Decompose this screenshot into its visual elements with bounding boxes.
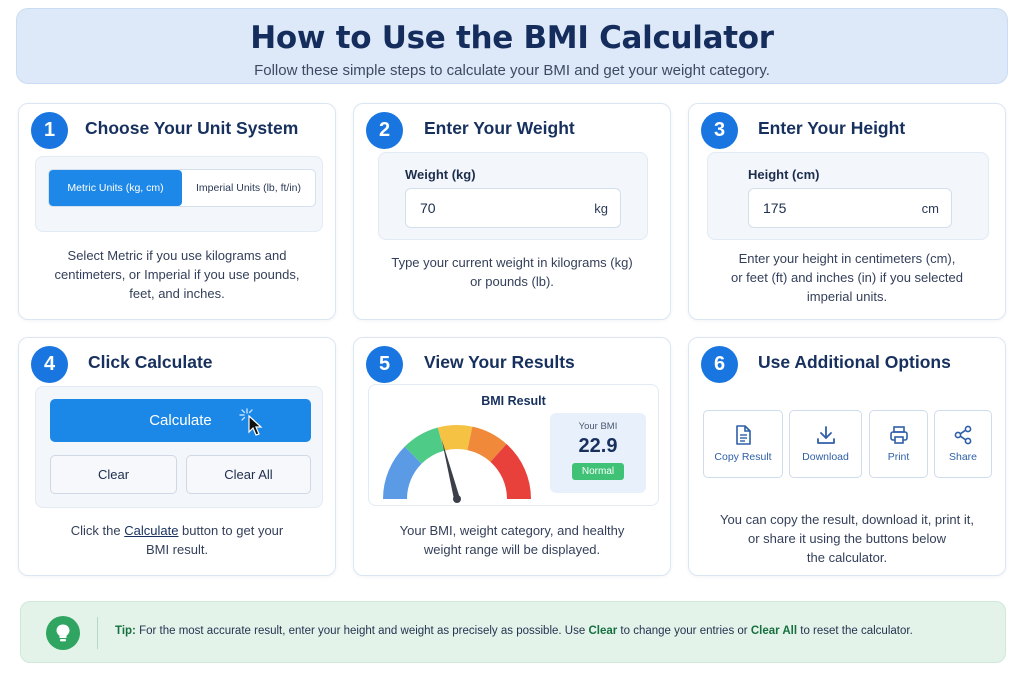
bmi-result-title: BMI Result [481, 394, 546, 408]
tip-banner: Tip: For the most accurate result, enter… [20, 601, 1006, 663]
step-title-3: Enter Your Height [758, 118, 906, 138]
step-title-4: Click Calculate [88, 352, 213, 372]
step-title-1: Choose Your Unit System [85, 118, 299, 138]
step-card-1: 1 Choose Your Unit System Metric Units (… [18, 103, 336, 320]
step-description-4: Click the Calculate button to get your B… [70, 523, 284, 557]
page-subtitle: Follow these simple steps to calculate y… [254, 62, 770, 79]
height-value: 175 [763, 200, 787, 216]
cursor-icon [239, 408, 263, 436]
bmi-gauge [383, 425, 531, 503]
download-button[interactable]: Download [789, 410, 862, 478]
page-header: How to Use the BMI Calculator Follow the… [16, 8, 1008, 84]
height-label: Height (cm) [748, 167, 820, 182]
step-number-3: 3 [701, 112, 738, 149]
calculate-panel: Calculate Clear Clear All [35, 386, 323, 508]
step-description-6: You can copy the result, download it, pr… [720, 512, 974, 565]
step-card-2: 2 Enter Your Weight Weight (kg) 70 kg Ty… [353, 103, 671, 320]
unit-toggle: Metric Units (kg, cm) Imperial Units (lb… [48, 169, 316, 207]
print-button[interactable]: Print [869, 410, 928, 478]
tip-text: Tip: For the most accurate result, enter… [115, 625, 913, 637]
download-icon [816, 426, 835, 444]
metric-units-button[interactable]: Metric Units (kg, cm) [49, 170, 182, 206]
share-label: Share [948, 451, 978, 463]
gauge-segment-green [404, 427, 445, 464]
printer-icon [889, 426, 908, 444]
step-description-3: Enter your height in centimeters (cm), o… [731, 251, 963, 304]
clear-all-button[interactable]: Clear All [186, 455, 311, 494]
your-bmi-label: Your BMI [578, 421, 618, 432]
tip-divider [97, 617, 98, 649]
step-description-1: Select Metric if you use kilograms and c… [54, 248, 300, 301]
step-description-2: Type your current weight in kilograms (k… [391, 255, 633, 289]
print-label: Print [887, 451, 910, 463]
bmi-category-badge: Normal [571, 463, 625, 480]
document-icon [736, 425, 751, 445]
weight-value: 70 [420, 200, 436, 216]
copy-result-label: Copy Result [714, 451, 772, 463]
height-unit: cm [921, 200, 939, 216]
calculate-button[interactable]: Calculate [50, 399, 311, 442]
imperial-units-button[interactable]: Imperial Units (lb, ft/in) [195, 182, 302, 194]
gauge-needle [441, 438, 460, 500]
gauge-segment-yellow [437, 425, 473, 451]
copy-result-button[interactable]: Copy Result [703, 410, 783, 478]
step-description-5: Your BMI, weight category, and healthy w… [399, 523, 625, 557]
bmi-value-box: Your BMI 22.9 Normal [550, 413, 646, 493]
page-title: How to Use the BMI Calculator [250, 20, 774, 56]
step-title-5: View Your Results [424, 352, 575, 372]
step-number-6: 6 [701, 346, 738, 383]
calculate-link[interactable]: Calculate [124, 523, 179, 538]
weight-input[interactable]: 70 kg [405, 188, 621, 228]
gauge-segment-orange [467, 426, 507, 462]
download-label: Download [802, 451, 849, 463]
step-number-2: 2 [366, 112, 403, 149]
bmi-result-panel: BMI Result Your BMI 22.9 Normal [368, 384, 659, 506]
step-number-4: 4 [31, 346, 68, 383]
share-icon [954, 425, 972, 445]
unit-selector-panel: Metric Units (kg, cm) Imperial Units (lb… [35, 156, 323, 232]
clear-button[interactable]: Clear [50, 455, 177, 494]
weight-unit: kg [594, 200, 608, 216]
step-title-6: Use Additional Options [758, 352, 951, 372]
height-input[interactable]: 175 cm [748, 188, 952, 228]
gauge-segment-red [490, 444, 531, 499]
weight-panel: Weight (kg) 70 kg [378, 152, 648, 240]
step-card-3: 3 Enter Your Height Height (cm) 175 cm E… [688, 103, 1006, 320]
lightbulb-icon [46, 616, 80, 650]
height-panel: Height (cm) 175 cm [707, 152, 989, 240]
gauge-segment-blue [383, 446, 422, 499]
share-button[interactable]: Share [934, 410, 992, 478]
step-number-1: 1 [31, 112, 68, 149]
gauge-hub [453, 495, 461, 503]
weight-label: Weight (kg) [405, 167, 476, 182]
step-number-5: 5 [366, 346, 403, 383]
step-title-2: Enter Your Weight [424, 118, 575, 138]
bmi-value: 22.9 [578, 435, 618, 457]
step-card-5: 5 View Your Results BMI Result Your BMI … [353, 337, 671, 576]
step-card-6: 6 Use Additional Options Copy Result Dow… [688, 337, 1006, 576]
step-card-4: 4 Click Calculate Calculate Clear Clear … [18, 337, 336, 576]
